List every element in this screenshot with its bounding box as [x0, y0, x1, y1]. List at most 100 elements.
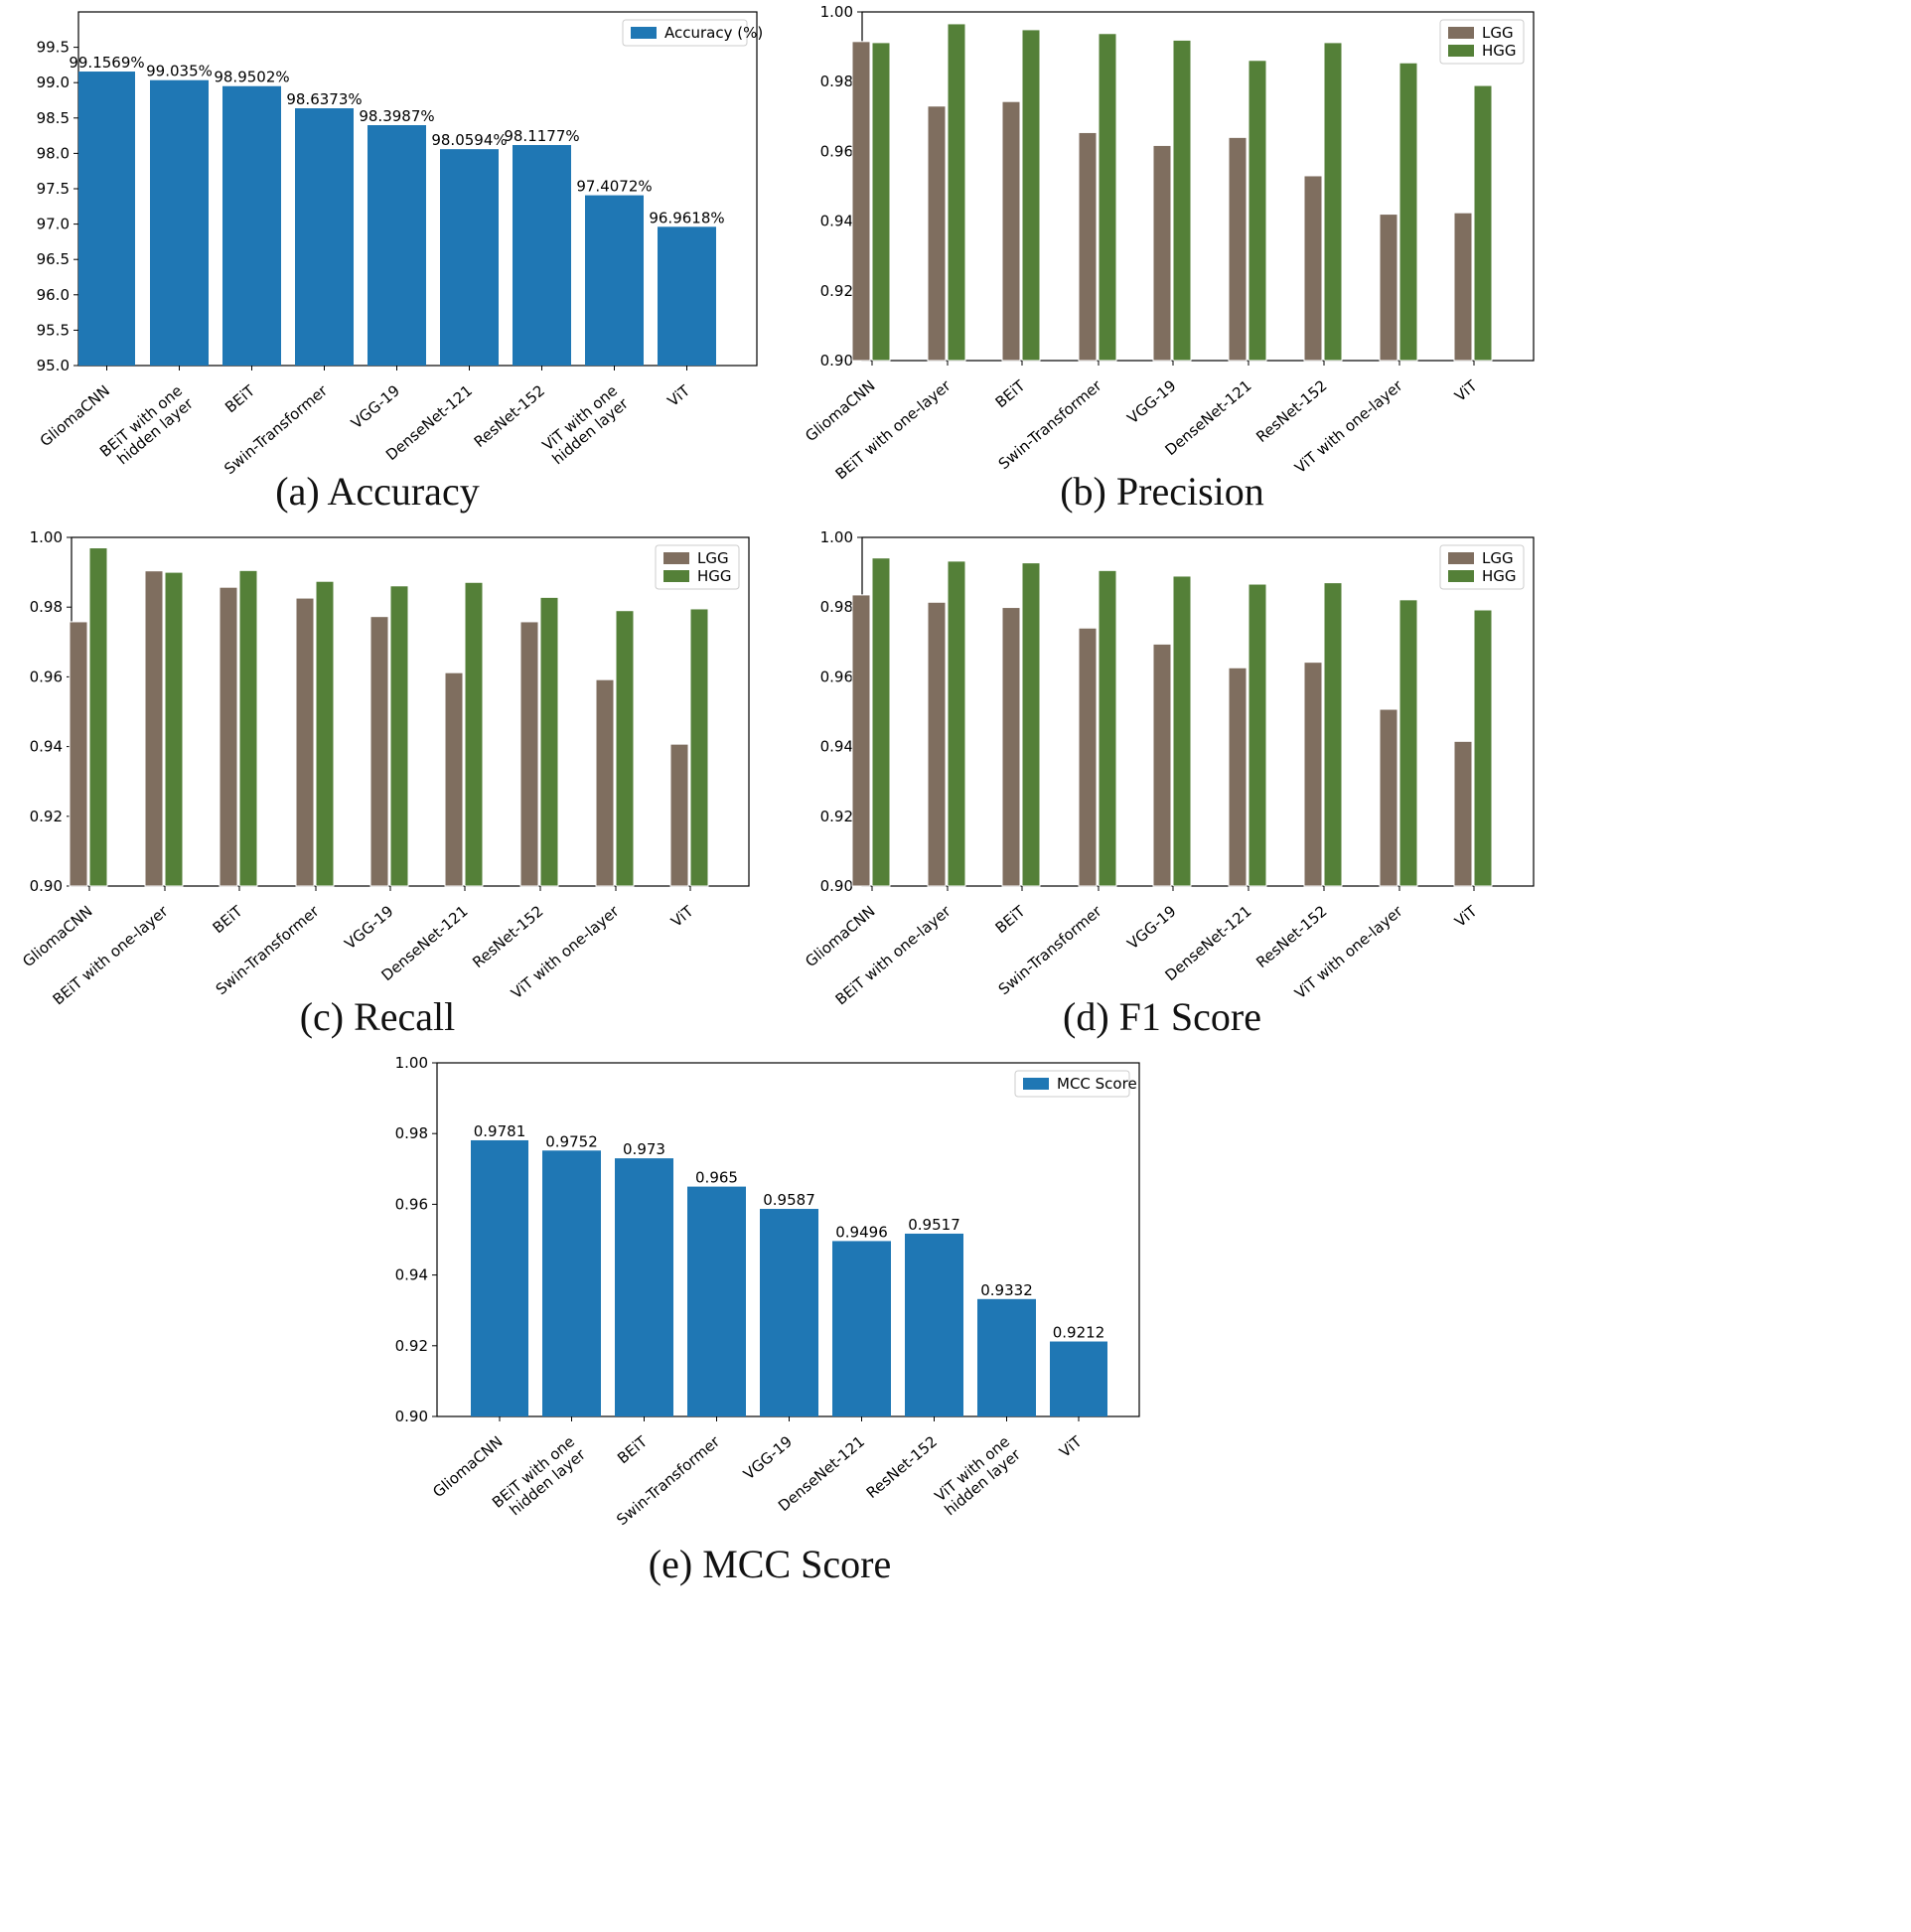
- bar-lgg: [1303, 175, 1323, 362]
- bar: [905, 1233, 963, 1416]
- caption: (c) Recall: [300, 994, 456, 1039]
- bar-hgg: [871, 557, 891, 887]
- y-tick-label: 95.0: [37, 357, 70, 374]
- y-tick-label: 0.92: [30, 808, 63, 825]
- x-tick-label: ViT: [667, 902, 697, 931]
- y-tick-label: 98.5: [37, 109, 70, 127]
- x-tick-label: GliomaCNN: [19, 902, 95, 970]
- x-tick-label: ResNet-152: [469, 902, 546, 971]
- x-tick-label: VGG-19: [1124, 376, 1180, 427]
- bar: [513, 145, 571, 366]
- legend-label: LGG: [697, 549, 729, 567]
- y-tick-label: 0.92: [820, 282, 853, 300]
- data-label: 98.1177%: [504, 127, 579, 145]
- chart-mcc: 0.90 0.92 0.94 0.96 0.98 1.00 0.9781 0.9752 0.97…: [395, 1054, 1140, 1586]
- bar-hgg: [1473, 609, 1493, 887]
- x-tick-line: GliomaCNN: [19, 902, 95, 970]
- bar-lgg: [927, 105, 947, 362]
- bar-lgg: [295, 597, 315, 887]
- legend-label: LGG: [1482, 24, 1514, 42]
- legend-swatch: [1448, 570, 1474, 582]
- x-tick-line: VGG-19: [1124, 902, 1180, 953]
- x-tick-label: ViT with onehidden layer: [931, 1432, 1025, 1520]
- x-tick-line: ResNet-152: [863, 1432, 941, 1502]
- data-label: 0.9752: [545, 1132, 598, 1150]
- x-tick-line: BEiT: [210, 902, 247, 938]
- bar-hgg: [164, 571, 184, 887]
- y-tick-label: 0.96: [30, 668, 63, 685]
- data-label: 99.035%: [146, 63, 213, 80]
- legend-swatch: [663, 570, 689, 582]
- bar-lgg: [1078, 131, 1098, 362]
- bar-hgg: [689, 608, 709, 887]
- x-tick-label: ViT: [1056, 1432, 1086, 1461]
- bar-lgg: [851, 594, 871, 887]
- bar: [760, 1209, 818, 1416]
- bar-hgg: [1398, 62, 1418, 362]
- bar: [471, 1139, 528, 1416]
- bar: [78, 72, 135, 366]
- legend-swatch: [1023, 1078, 1049, 1090]
- x-tick-label: BEiT: [614, 1432, 652, 1468]
- y-tick-label: 0.98: [820, 73, 853, 90]
- x-tick-line: BEiT: [992, 376, 1030, 412]
- y-tick-label: 0.92: [820, 808, 853, 825]
- x-tick-line: ResNet-152: [1252, 902, 1330, 971]
- chart-accuracy: 95.0 95.5 96.0 96.5 97.0 97.5 98.0 98.5 99.0 99.5…: [37, 11, 763, 514]
- bar-hgg: [1398, 599, 1418, 887]
- x-tick-line: GliomaCNN: [37, 381, 113, 450]
- bar-lgg: [1001, 607, 1021, 887]
- y-tick-label: 1.00: [395, 1054, 428, 1072]
- y-tick-label: 1.00: [820, 528, 853, 546]
- bar-hgg: [947, 560, 966, 887]
- caption: (a) Accuracy: [275, 469, 479, 514]
- bar-hgg: [1172, 575, 1192, 887]
- x-tick-line: ResNet-152: [469, 902, 546, 971]
- y-tick-label: 0.90: [820, 877, 853, 895]
- y-tick-label: 0.94: [820, 738, 853, 756]
- legend-label: HGG: [1482, 567, 1517, 585]
- caption: (b) Precision: [1060, 469, 1264, 514]
- bar-hgg: [238, 569, 258, 887]
- bar: [1050, 1341, 1107, 1416]
- x-tick-label: GliomaCNN: [802, 376, 878, 445]
- y-tick-label: 0.90: [30, 877, 63, 895]
- bar-lgg: [1152, 144, 1172, 362]
- y-tick-label: 0.94: [30, 738, 63, 756]
- bar-hgg: [389, 585, 409, 887]
- x-tick-line: ViT: [1056, 1432, 1086, 1461]
- bar-lgg: [1228, 136, 1248, 362]
- x-tick-line: ResNet-152: [1252, 376, 1330, 446]
- x-tick-label: BEiT: [210, 902, 247, 938]
- bar-lgg: [1379, 708, 1398, 887]
- bar-lgg: [444, 671, 464, 887]
- y-tick-label: 1.00: [30, 528, 63, 546]
- x-tick-line: BEiT: [614, 1432, 652, 1468]
- legend-label: MCC Score: [1057, 1075, 1137, 1093]
- bar-lgg: [1453, 212, 1473, 362]
- x-tick-label: ResNet-152: [863, 1432, 941, 1502]
- bar-hgg: [1248, 583, 1267, 887]
- legend-swatch: [1448, 45, 1474, 57]
- legend-box: [622, 19, 748, 47]
- y-tick-label: 99.5: [37, 39, 70, 57]
- bar: [150, 79, 209, 366]
- data-label: 0.9332: [980, 1281, 1033, 1299]
- y-tick-label: 0.96: [395, 1195, 428, 1213]
- data-label: 96.9618%: [649, 209, 724, 226]
- y-tick-label: 97.5: [37, 180, 70, 198]
- y-tick-label: 1.00: [820, 3, 853, 21]
- x-tick-line: VGG-19: [1124, 376, 1180, 427]
- data-label: 0.9212: [1053, 1324, 1105, 1342]
- caption: (e) MCC Score: [649, 1542, 891, 1586]
- data-label: 0.965: [695, 1169, 738, 1187]
- data-label: 98.3987%: [359, 107, 434, 125]
- bar-hgg: [464, 581, 484, 887]
- bar-hgg: [1248, 60, 1267, 362]
- y-tick-label: 96.5: [37, 250, 70, 268]
- y-tick-label: 0.98: [395, 1124, 428, 1142]
- bar-lgg: [144, 570, 164, 887]
- x-tick-line: ViT: [1451, 376, 1481, 405]
